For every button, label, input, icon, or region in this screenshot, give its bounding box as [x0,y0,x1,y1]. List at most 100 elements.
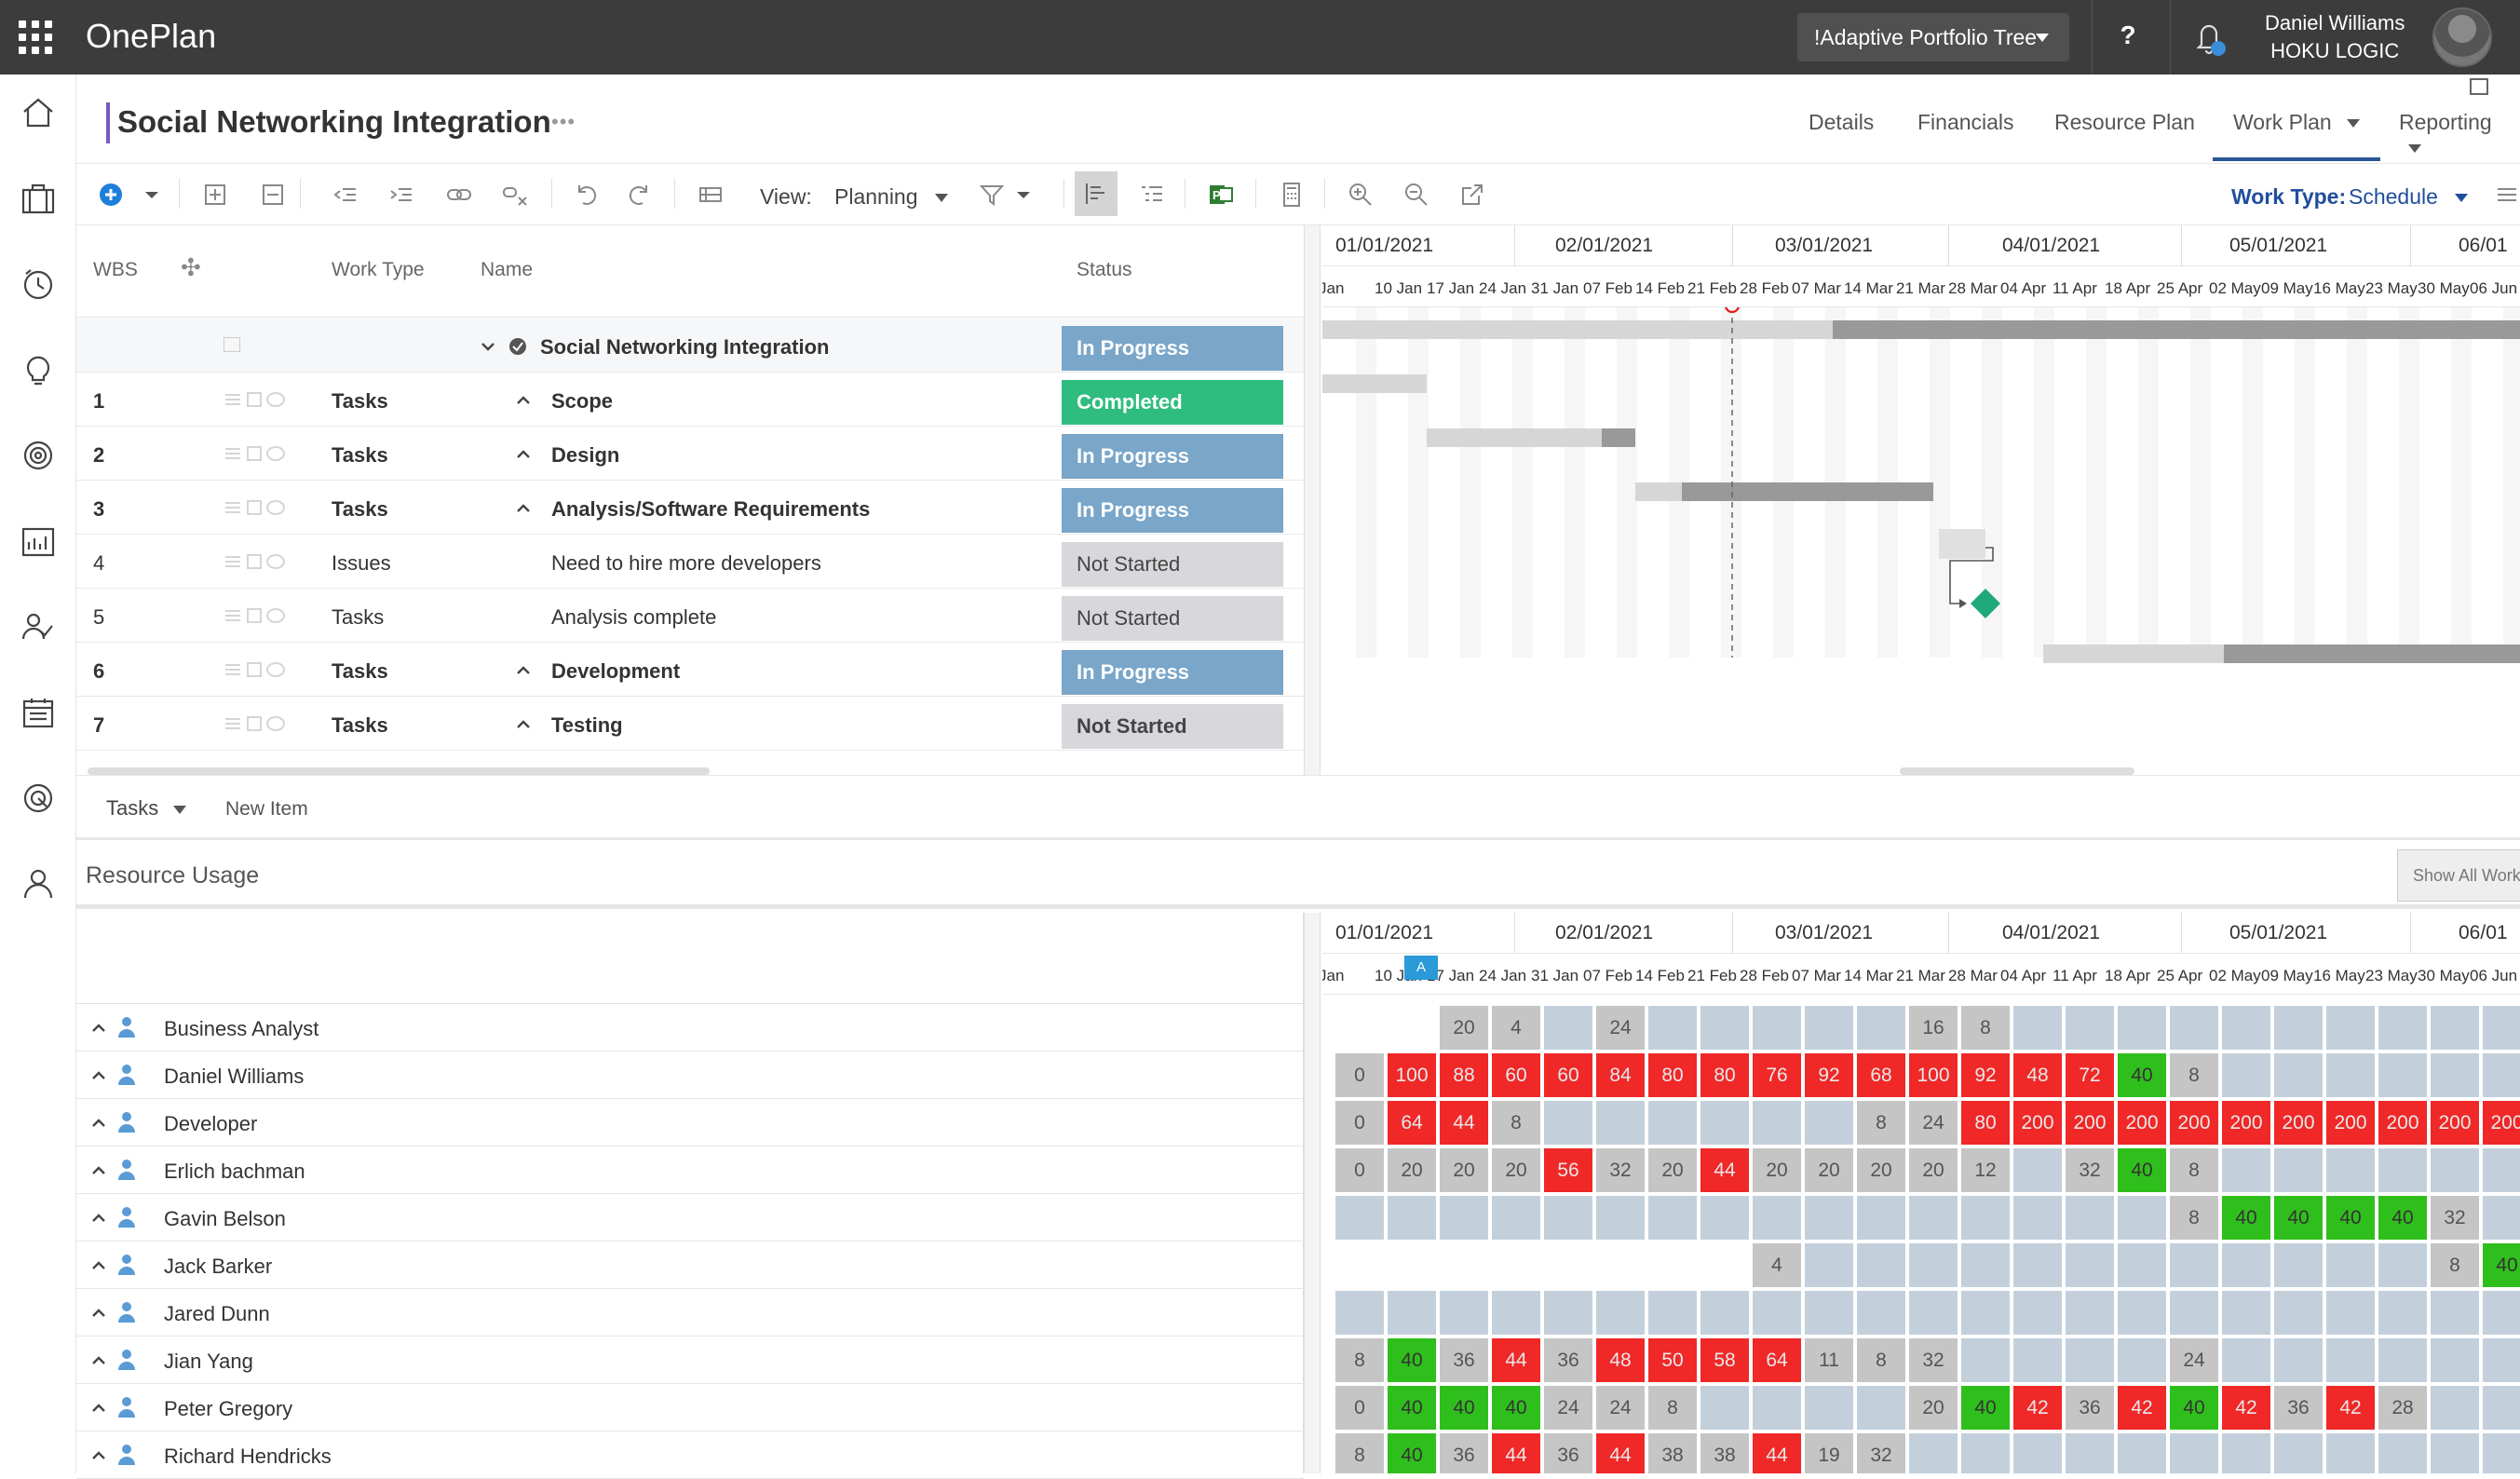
usage-cell[interactable] [2378,1433,2429,1473]
outdent-icon[interactable] [332,181,359,209]
resources-icon[interactable] [19,607,58,646]
project-export-icon[interactable]: P [1207,181,1235,209]
chevron-up-icon[interactable] [89,1399,108,1418]
usage-cell[interactable] [1544,1291,1594,1335]
usage-cell[interactable] [1753,1006,1803,1050]
usage-cell[interactable] [1961,1433,2012,1473]
usage-cell[interactable] [2378,1053,2429,1097]
usage-cell[interactable]: 40 [1440,1386,1490,1430]
grid-gantt-splitter[interactable] [1304,225,1321,775]
usage-cell[interactable] [2013,1433,2064,1473]
usage-cell[interactable]: 56 [1544,1148,1594,1192]
usage-cell[interactable] [1909,1433,1959,1473]
usage-cell[interactable]: 36 [1440,1433,1490,1473]
usage-cell[interactable] [1700,1196,1751,1240]
usage-cell[interactable] [1596,1291,1646,1335]
usage-cell[interactable]: 24 [1596,1006,1646,1050]
usage-cell[interactable] [2431,1006,2481,1050]
chevron-up-icon[interactable] [514,445,533,464]
usage-cell[interactable] [1857,1291,1907,1335]
usage-cell[interactable] [2222,1338,2272,1382]
usage-cell[interactable]: 38 [1648,1433,1699,1473]
user-info[interactable]: Daniel Williams HOKU LOGIC [2265,9,2405,65]
usage-cell[interactable] [2066,1196,2116,1240]
usage-cell[interactable] [1909,1291,1959,1335]
usage-cell[interactable]: 11 [1805,1338,1855,1382]
status-badge[interactable]: Not Started [1062,596,1283,641]
usage-cell[interactable] [1805,1006,1855,1050]
timesheet-icon[interactable] [19,265,58,304]
zoom-in-icon[interactable] [1347,181,1375,209]
usage-cell[interactable]: 44 [1492,1338,1542,1382]
usage-cell[interactable]: 4 [1492,1006,1542,1050]
usage-cell[interactable]: 32 [1909,1338,1959,1382]
usage-cell[interactable]: 12 [1961,1148,2012,1192]
resource-name[interactable]: Peter Gregory [164,1397,293,1420]
undo-icon[interactable] [572,181,600,209]
usage-cell[interactable] [2483,1006,2520,1050]
usage-cell[interactable]: 28 [2378,1386,2429,1430]
status-badge[interactable]: Not Started [1062,704,1283,749]
usage-cell[interactable] [1648,1196,1699,1240]
checkbox[interactable] [224,337,240,352]
new-item-button[interactable]: New Item [225,798,308,820]
row-name[interactable]: Need to hire more developers [551,551,821,575]
usage-cell[interactable] [2274,1291,2324,1335]
resource-row[interactable]: Jack Barker [76,1242,1304,1289]
usage-cell[interactable] [1961,1243,2012,1287]
popout-icon[interactable] [2470,78,2488,95]
usage-cell[interactable] [2378,1338,2429,1382]
usage-cell[interactable]: 80 [1648,1053,1699,1097]
usage-cell[interactable]: 4 [1753,1243,1803,1287]
resource-name[interactable]: Developer [164,1112,258,1135]
tab-resource-plan[interactable]: Resource Plan [2054,110,2195,134]
resource-row[interactable]: Gavin Belson [76,1194,1304,1242]
resource-name[interactable]: Richard Hendricks [164,1445,332,1468]
usage-cell[interactable]: 24 [2170,1338,2220,1382]
usage-cell[interactable] [1596,1196,1646,1240]
usage-cell[interactable]: 36 [1440,1338,1490,1382]
usage-cell[interactable]: 200 [2274,1101,2324,1145]
row-name[interactable]: Design [551,443,620,467]
usage-cell[interactable] [2326,1433,2377,1473]
usage-cell[interactable] [1648,1243,1699,1287]
usage-cell[interactable]: 8 [2170,1053,2220,1097]
view-select[interactable]: Planning [834,184,948,210]
show-all-work-button[interactable]: Show All Work [2397,849,2520,902]
usage-cell[interactable] [1753,1291,1803,1335]
usage-cell[interactable] [2378,1006,2429,1050]
row-actions-icon[interactable] [224,715,294,732]
usage-cell[interactable]: 42 [2013,1386,2064,1430]
tab-work-plan[interactable]: Work Plan [2213,110,2381,161]
usage-cell[interactable] [2274,1006,2324,1050]
usage-cell[interactable] [2170,1243,2220,1287]
usage-cell[interactable]: 24 [1544,1386,1594,1430]
usage-cell[interactable]: 200 [2066,1101,2116,1145]
user-icon[interactable] [19,864,58,903]
usage-cell[interactable]: 64 [1753,1338,1803,1382]
row-name[interactable]: Social Networking Integration [540,335,830,359]
usage-cell[interactable]: 92 [1805,1053,1855,1097]
chevron-up-icon[interactable] [89,1256,108,1275]
usage-cell[interactable] [2066,1291,2116,1335]
collapse-all-icon[interactable] [259,181,287,209]
chevron-up-icon[interactable] [514,661,533,680]
resource-row[interactable]: Developer [76,1099,1304,1147]
usage-cell[interactable] [1857,1196,1907,1240]
notifications-bell-icon[interactable] [2190,17,2228,58]
target-icon[interactable] [19,436,58,475]
row-actions-icon[interactable] [224,607,294,624]
usage-cell[interactable]: 8 [1335,1433,1386,1473]
usage-cell[interactable]: 200 [2326,1101,2377,1145]
row-name[interactable]: Scope [551,389,614,413]
tasks-selector[interactable]: Tasks [106,796,187,821]
usage-cell[interactable] [2431,1386,2481,1430]
usage-cell[interactable] [1492,1196,1542,1240]
usage-cell[interactable]: 40 [2118,1053,2168,1097]
usage-cell[interactable]: 40 [1388,1386,1438,1430]
usage-cell[interactable]: 200 [2483,1101,2520,1145]
chevron-up-icon[interactable] [514,391,533,410]
usage-cell[interactable] [1335,1291,1386,1335]
usage-cell[interactable] [2013,1338,2064,1382]
usage-cell[interactable] [2483,1148,2520,1192]
